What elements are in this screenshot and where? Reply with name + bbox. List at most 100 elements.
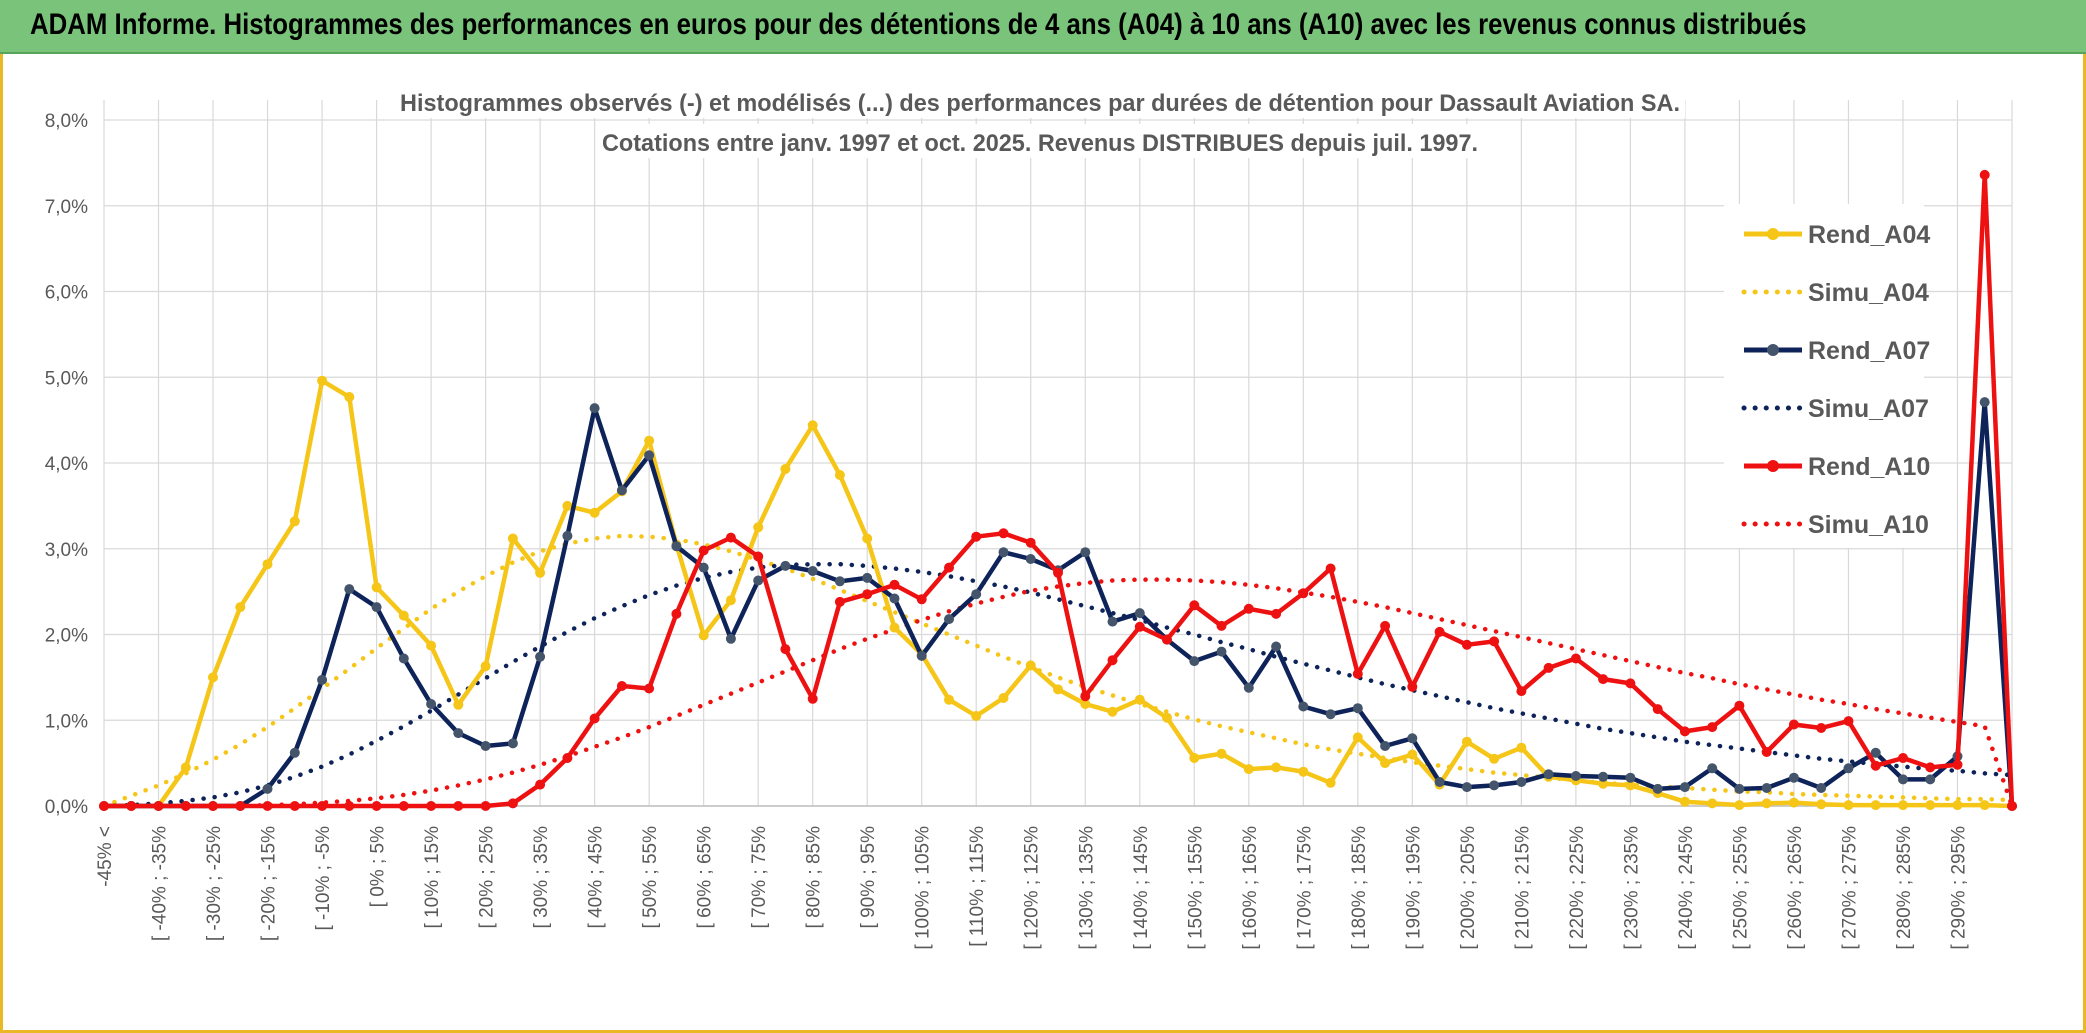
data-point-rend-a04 (1898, 800, 1908, 811)
legend-label-rend-a07: Rend_A07 (1808, 337, 1930, 365)
data-point-rend-a04 (1516, 742, 1527, 753)
report-banner: ADAM Informe. Histogrammes des performan… (0, 0, 2086, 54)
legend-label-rend-a04: Rend_A04 (1808, 221, 1930, 249)
data-point-rend-a04 (589, 507, 600, 518)
data-point-rend-a10 (1570, 653, 1581, 664)
data-point-rend-a10 (1979, 169, 1990, 180)
data-point-rend-a10 (535, 779, 546, 790)
data-point-rend-a04 (453, 699, 464, 710)
data-point-rend-a10 (671, 608, 682, 619)
data-point-rend-a10 (1898, 753, 1908, 763)
y-tick-label: 0,0% (45, 797, 88, 818)
data-point-rend-a07 (1570, 771, 1581, 781)
data-point-rend-a07 (1243, 682, 1254, 693)
data-point-rend-a10 (2007, 801, 2017, 811)
data-point-rend-a07 (1516, 777, 1527, 787)
data-point-rend-a07 (589, 403, 600, 414)
data-point-rend-a04 (1189, 753, 1200, 763)
data-point-rend-a04 (507, 533, 518, 544)
data-point-rend-a04 (1625, 780, 1636, 791)
data-point-rend-a04 (1816, 799, 1827, 810)
data-point-rend-a10 (1053, 567, 1063, 578)
data-point-rend-a04 (1216, 748, 1227, 759)
x-tick-label: [ -20% ; -15% (259, 826, 280, 941)
data-point-rend-a04 (535, 567, 546, 578)
data-point-rend-a04 (1979, 800, 1990, 811)
data-point-rend-a07 (807, 566, 818, 576)
data-point-rend-a04 (1870, 800, 1881, 811)
data-point-rend-a07 (262, 783, 273, 794)
data-point-rend-a10 (1407, 681, 1418, 692)
data-point-rend-a04 (562, 500, 573, 511)
x-tick-label: [ 20% ; 25% (477, 826, 498, 929)
data-point-rend-a10 (426, 801, 437, 811)
x-tick-label: [ 290% ; 295% (1948, 826, 1969, 950)
legend-label-rend-a10: Rend_A10 (1808, 453, 1930, 481)
data-point-rend-a04 (753, 522, 764, 533)
data-point-rend-a07 (426, 699, 437, 709)
data-point-rend-a04 (889, 622, 900, 633)
x-tick-label: [ 260% ; 265% (1785, 826, 1806, 950)
data-point-rend-a10 (1461, 639, 1472, 650)
data-point-rend-a07 (1489, 780, 1500, 791)
x-tick-label: [ -30% ; -25% (204, 826, 225, 941)
chart-frame (0, 54, 2086, 1033)
chart-subtitle-backdrop (598, 124, 1482, 158)
data-point-rend-a10 (1080, 691, 1091, 702)
data-point-rend-a10 (1516, 686, 1527, 697)
legend: Rend_A04 Simu_A04 Rend_A07 Simu_A07 Rend_A10… (1724, 204, 1930, 548)
series-line-simu-a10 (101, 577, 2015, 809)
data-point-rend-a04 (834, 470, 845, 480)
data-point-rend-a07 (1598, 771, 1609, 782)
data-point-rend-a04 (1707, 798, 1718, 809)
data-point-rend-a10 (1380, 620, 1391, 631)
chart-title-backdrop (395, 82, 1685, 118)
x-tick-label: [ 50% ; 55% (640, 826, 661, 929)
x-tick-label: [ 30% ; 35% (531, 826, 552, 929)
data-point-rend-a10 (1134, 621, 1145, 632)
data-point-rend-a10 (453, 801, 464, 811)
data-point-rend-a10 (480, 801, 491, 811)
legend-label-simu-a10: Simu_A10 (1808, 511, 1929, 539)
x-tick-label: [ 280% ; 285% (1894, 826, 1915, 950)
data-point-rend-a04 (1025, 660, 1036, 671)
legend-label-simu-a07: Simu_A07 (1808, 395, 1929, 423)
data-point-rend-a04 (998, 693, 1009, 703)
data-point-rend-a10 (289, 801, 300, 811)
data-point-rend-a07 (1761, 783, 1772, 793)
data-point-rend-a10 (1761, 747, 1772, 757)
data-point-rend-a10 (1598, 674, 1609, 685)
y-tick-label: 2,0% (45, 626, 88, 647)
data-point-rend-a10 (317, 801, 328, 811)
data-point-rend-a10 (1162, 634, 1172, 645)
x-tick-label: [ -10% ; -5% (313, 826, 334, 931)
data-point-rend-a10 (1189, 600, 1200, 611)
data-point-rend-a04 (1788, 797, 1799, 808)
data-point-rend-a07 (398, 653, 409, 664)
data-point-rend-a10 (862, 589, 873, 600)
data-point-rend-a10 (1952, 759, 1963, 770)
data-point-rend-a10 (1352, 668, 1363, 679)
data-point-rend-a04 (1679, 796, 1690, 807)
x-tick-label: -45% < (95, 826, 116, 887)
x-tick-label: [ 40% ; 45% (586, 826, 607, 929)
data-point-rend-a07 (1925, 774, 1936, 785)
data-point-rend-a04 (426, 640, 437, 651)
data-point-rend-a04 (1761, 798, 1772, 809)
data-point-rend-a04 (1243, 764, 1254, 775)
data-point-rend-a04 (398, 610, 409, 621)
data-point-rend-a04 (862, 533, 873, 544)
data-point-rend-a07 (944, 614, 954, 625)
y-tick-label: 8,0% (45, 111, 88, 132)
data-point-rend-a10 (644, 683, 655, 694)
data-point-rend-a04 (1271, 762, 1282, 773)
data-point-rend-a07 (671, 541, 682, 552)
data-point-rend-a10 (344, 801, 355, 811)
y-tick-label: 7,0% (45, 197, 88, 218)
data-point-rend-a07 (1788, 772, 1799, 783)
data-point-rend-a04 (1107, 706, 1118, 717)
data-point-rend-a04 (208, 672, 218, 683)
data-point-rend-a07 (1407, 733, 1418, 744)
data-point-rend-a10 (916, 594, 927, 605)
data-point-rend-a07 (725, 633, 736, 644)
